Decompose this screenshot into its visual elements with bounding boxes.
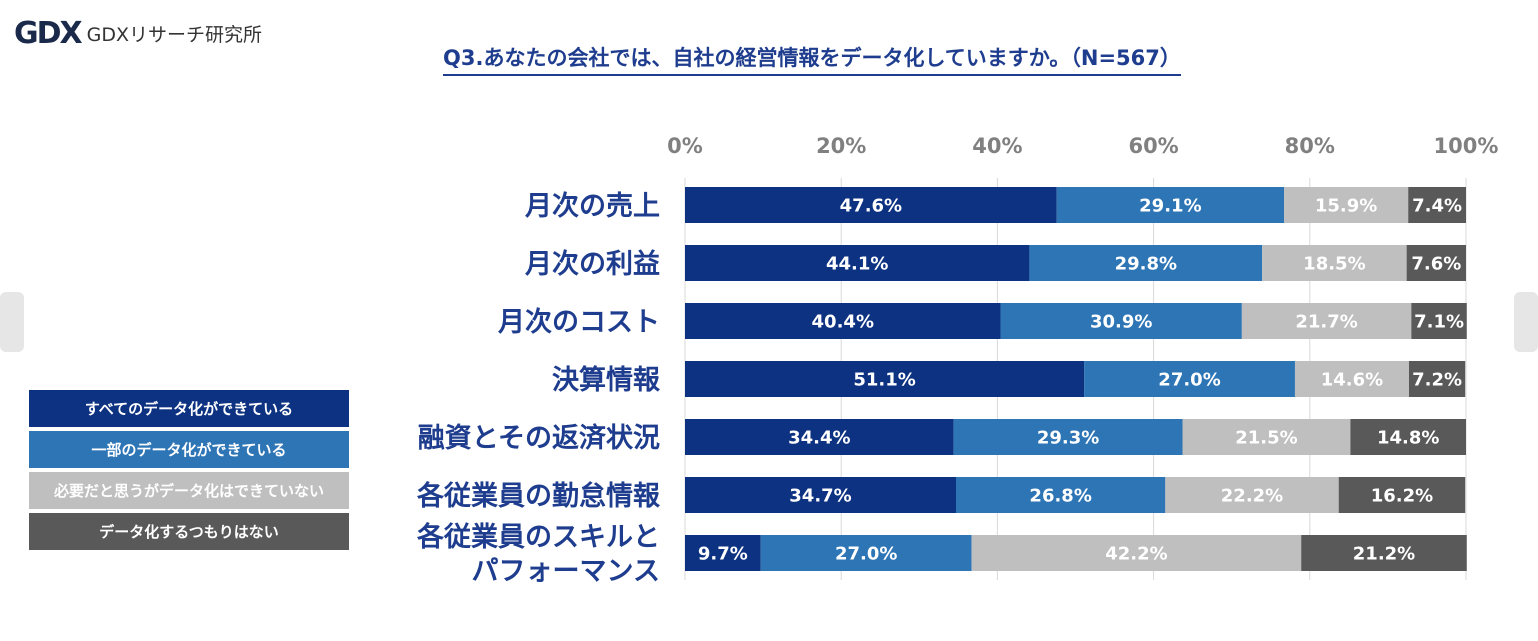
data-label: 44.1% [826, 254, 888, 275]
logo: GDX GDXリサーチ研究所 [14, 16, 262, 51]
x-tick-label: 80% [1285, 134, 1335, 158]
bar-segment [685, 535, 761, 571]
chart-title: Q3.あなたの会社では、自社の経営情報をデータ化していますか。（N=567） [443, 42, 1181, 76]
legend-item-partial: 一部のデータ化ができている [29, 431, 349, 468]
bar-segment [1241, 303, 1412, 339]
data-label: 30.9% [1090, 312, 1152, 333]
bar-segment [1084, 361, 1295, 397]
data-label: 29.8% [1115, 254, 1177, 275]
bar-segment [685, 303, 1001, 339]
data-label: 18.5% [1303, 254, 1365, 275]
bar-segment [1408, 361, 1466, 397]
category-label: 各従業員のスキルと [416, 521, 660, 553]
data-label: 29.1% [1139, 196, 1201, 217]
bar-segment [1056, 187, 1285, 223]
data-label: 42.2% [1105, 544, 1167, 565]
bar-segment [1182, 419, 1351, 455]
data-label: 26.8% [1029, 486, 1091, 507]
bar-segment [1301, 535, 1467, 571]
bar-segment [1000, 303, 1242, 339]
bar-segment [953, 419, 1183, 455]
bar-segment [685, 477, 957, 513]
category-label: パフォーマンス [472, 556, 660, 587]
category-label: 決算情報 [552, 364, 661, 396]
data-label: 22.2% [1221, 486, 1283, 507]
x-tick-label: 60% [1128, 134, 1178, 158]
x-tick-label: 0% [667, 134, 703, 158]
bar-segment [1165, 477, 1339, 513]
category-label: 月次の売上 [524, 191, 660, 222]
bar-segment [685, 419, 954, 455]
bar-segment [1350, 419, 1466, 455]
data-label: 34.7% [789, 486, 851, 507]
x-tick-label: 20% [816, 134, 866, 158]
data-label: 7.6% [1411, 254, 1461, 275]
data-label: 21.5% [1235, 428, 1297, 449]
data-label: 16.2% [1371, 486, 1433, 507]
data-label: 27.0% [835, 544, 897, 565]
data-label: 14.6% [1321, 370, 1383, 391]
data-label: 34.4% [788, 428, 850, 449]
data-label: 7.1% [1414, 312, 1464, 333]
data-label: 7.4% [1412, 196, 1462, 217]
bar-segment [1294, 361, 1409, 397]
x-tick-label: 100% [1434, 134, 1499, 158]
bar-segment [1262, 245, 1407, 281]
category-label: 各従業員の勤怠情報 [416, 480, 661, 512]
logo-mark: GDX [14, 16, 83, 51]
prev-slide-button[interactable] [0, 292, 24, 352]
legend-item-no-plan: データ化するつもりはない [29, 513, 349, 550]
data-label: 40.4% [812, 312, 874, 333]
data-label: 29.3% [1037, 428, 1099, 449]
data-label: 14.8% [1377, 428, 1439, 449]
legend-item-needed-not-done: 必要だと思うがデータ化はできていない [29, 472, 349, 509]
bar-segment [1408, 187, 1466, 223]
bar-segment [956, 477, 1166, 513]
data-label: 47.6% [840, 196, 902, 217]
next-slide-button[interactable] [1514, 292, 1538, 352]
data-label: 9.7% [698, 544, 748, 565]
category-label: 融資とその返済状況 [418, 422, 660, 454]
bar-segment [1284, 187, 1409, 223]
bar-segment [971, 535, 1302, 571]
data-label: 7.2% [1412, 370, 1462, 391]
bar-segment [685, 245, 1030, 281]
logo-text: GDXリサーチ研究所 [86, 24, 263, 46]
bar-segment [1338, 477, 1466, 513]
chart-legend: すべてのデータ化ができている 一部のデータ化ができている 必要だと思うがデータ化… [29, 390, 349, 554]
data-label: 21.7% [1295, 312, 1357, 333]
x-tick-label: 40% [972, 134, 1022, 158]
data-label: 51.1% [853, 370, 915, 391]
bar-segment [1406, 245, 1466, 281]
data-label: 15.9% [1315, 196, 1377, 217]
bar-segment [1029, 245, 1263, 281]
bar-segment [685, 361, 1085, 397]
bar-segment [760, 535, 972, 571]
data-label: 21.2% [1353, 544, 1415, 565]
legend-item-all: すべてのデータ化ができている [29, 390, 349, 427]
data-label: 27.0% [1158, 370, 1220, 391]
bar-segment [1411, 303, 1467, 339]
category-label: 月次の利益 [524, 249, 660, 280]
bar-segment [685, 187, 1057, 223]
category-label: 月次のコスト [497, 307, 660, 338]
